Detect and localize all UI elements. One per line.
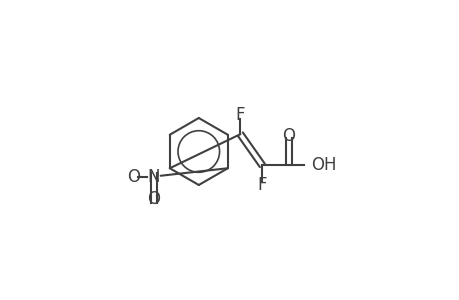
Text: O: O [147, 190, 160, 208]
Text: O: O [127, 168, 140, 186]
Text: OH: OH [310, 156, 336, 174]
Text: O: O [282, 127, 295, 145]
Text: F: F [235, 106, 245, 124]
Text: N: N [147, 168, 160, 186]
Text: F: F [257, 176, 267, 194]
